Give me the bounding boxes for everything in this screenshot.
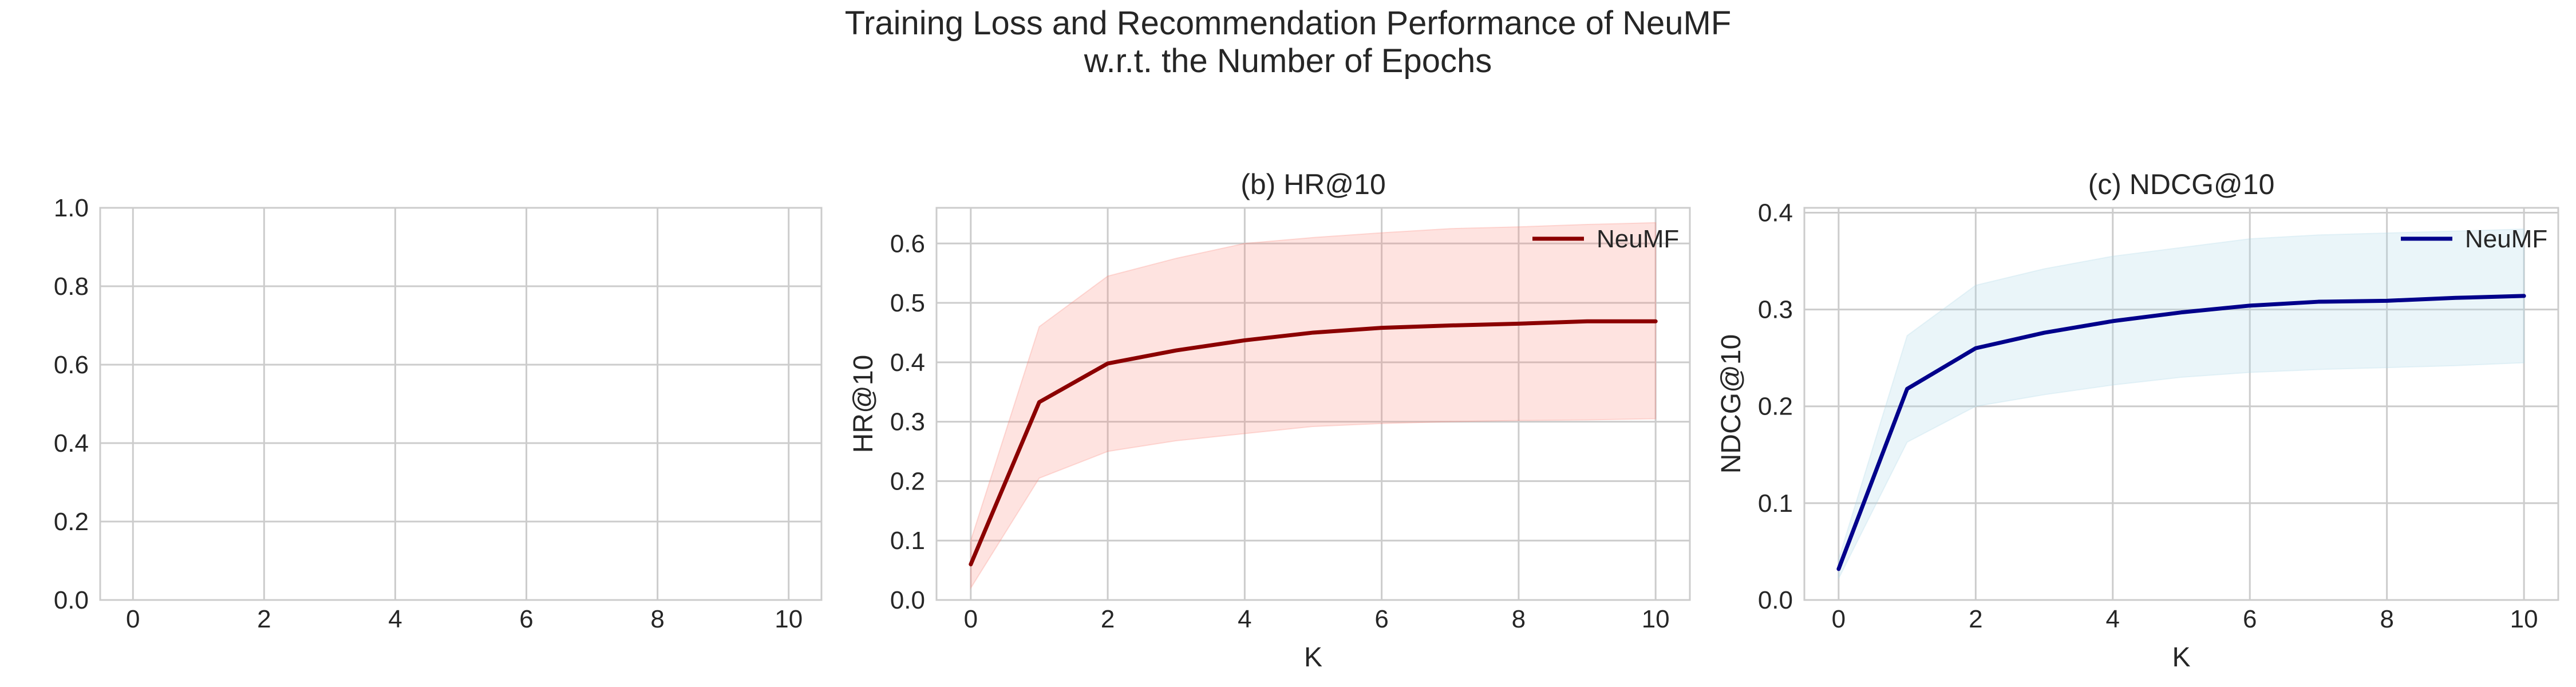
panel-title: (b) HR@10 [1240,168,1386,200]
y-tick-label: 0.4 [1758,199,1793,227]
x-tick-label: 0 [964,605,978,633]
x-tick-label: 10 [1642,605,1670,633]
confidence-band [1838,228,2525,579]
y-tick-label: 0.6 [54,351,89,379]
x-tick-label: 4 [2106,605,2120,633]
x-tick-label: 6 [1374,605,1388,633]
y-axis-label: NDCG@10 [1716,334,1747,473]
plot-area-frame [99,207,823,601]
x-tick-label: 10 [775,605,803,633]
y-tick-label: 0.6 [890,230,925,258]
y-tick-label: 0.1 [1758,489,1793,518]
x-tick-label: 2 [1101,605,1115,633]
panel-c: 0 2 4 6 8 10 0.0 0.1 0.2 0.3 0.4 NeuMF (c) NDCG@10 K N… [1716,168,2559,673]
y-tick-label: 0.3 [1758,296,1793,324]
plot-area-frame [1803,207,2559,601]
y-tick-label: 0.0 [1758,586,1793,614]
x-tick-label: 0 [126,605,140,633]
y-tick-label: 1.0 [54,194,89,222]
x-tick-label: 8 [2380,605,2393,633]
x-axis-label: K [2172,642,2190,673]
y-tick-label: 0.2 [54,508,89,536]
confidence-band [970,222,1657,590]
x-tick-label: 8 [650,605,664,633]
y-tick-label: 0.3 [890,408,925,436]
y-tick-label: 0.2 [890,467,925,495]
figure-title: Training Loss and Recommendation Perform… [0,5,2576,80]
y-tick-label: 0.8 [54,273,89,301]
y-tick-label: 0.4 [890,349,925,377]
x-tick-label: 6 [2243,605,2257,633]
x-tick-label: 10 [2510,605,2538,633]
x-tick-label: 0 [1832,605,1846,633]
x-tick-label: 4 [1238,605,1251,633]
legend-label: NeuMF [1597,225,1679,253]
y-tick-label: 0.0 [54,586,89,614]
x-axis-label: K [1304,642,1322,673]
figure-title-line-2: w.r.t. the Number of Epochs [1084,42,1492,80]
y-tick-label: 0.2 [1758,393,1793,421]
y-tick-label: 0.1 [890,527,925,555]
x-tick-label: 2 [1969,605,1982,633]
panel-title: (c) NDCG@10 [2088,168,2275,200]
y-tick-label: 0.5 [890,289,925,317]
y-tick-label: 0.0 [890,586,925,614]
legend-label: NeuMF [2465,225,2547,253]
plot-area-frame [935,207,1691,601]
x-tick-label: 8 [1512,605,1526,633]
panel-a: 0 2 4 6 8 10 0.0 0.2 0.4 0.6 0.8 1.0 [54,194,823,633]
panel-b: 0 2 4 6 8 10 0.0 0.1 0.2 0.3 0.4 0.5 0.6 NeuMF (b) HR@… [848,168,1691,673]
x-tick-label: 4 [388,605,402,633]
figure-title-line-1: Training Loss and Recommendation Perform… [844,5,1732,42]
x-tick-label: 6 [519,605,533,633]
y-tick-label: 0.4 [54,429,89,457]
x-tick-label: 2 [257,605,271,633]
y-axis-label: HR@10 [848,355,879,453]
